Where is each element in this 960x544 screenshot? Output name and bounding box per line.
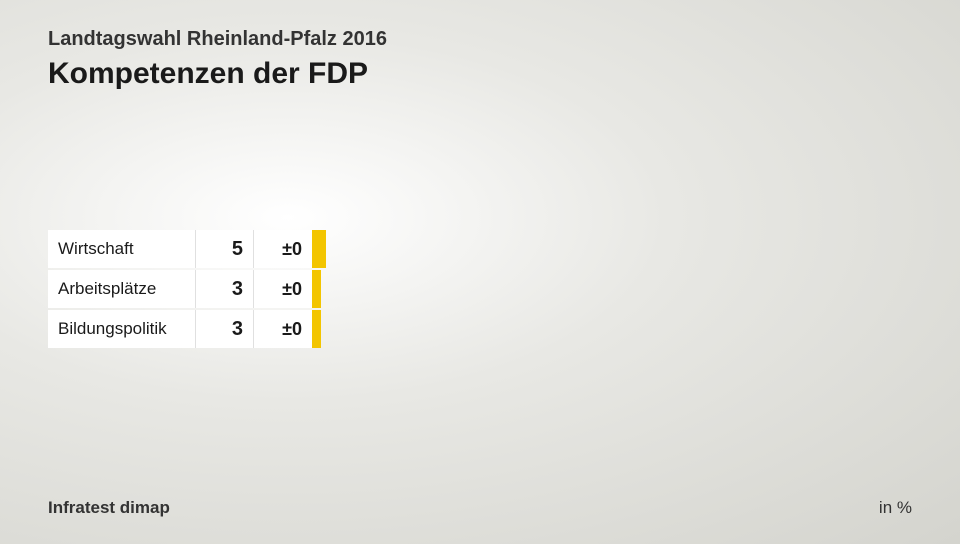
row-label: Wirtschaft xyxy=(48,230,196,268)
chart-row: Arbeitsplätze 3 ±0 xyxy=(48,270,326,308)
bar xyxy=(312,230,326,268)
row-change: ±0 xyxy=(254,230,312,268)
row-value: 5 xyxy=(196,230,254,268)
row-label: Bildungspolitik xyxy=(48,310,196,348)
bar-cell xyxy=(312,230,326,268)
row-label: Arbeitsplätze xyxy=(48,270,196,308)
row-change: ±0 xyxy=(254,270,312,308)
chart-row: Bildungspolitik 3 ±0 xyxy=(48,310,326,348)
unit-label: in % xyxy=(879,498,912,518)
chart-row: Wirtschaft 5 ±0 xyxy=(48,230,326,268)
row-value: 3 xyxy=(196,310,254,348)
footer: Infratest dimap in % xyxy=(48,498,912,518)
source-label: Infratest dimap xyxy=(48,498,170,518)
bar xyxy=(312,270,321,308)
chart-area: Wirtschaft 5 ±0 Arbeitsplätze 3 ±0 Bildu… xyxy=(48,230,326,350)
page-title: Kompetenzen der FDP xyxy=(48,57,960,91)
row-change: ±0 xyxy=(254,310,312,348)
bar-cell xyxy=(312,310,321,348)
row-value: 3 xyxy=(196,270,254,308)
header: Landtagswahl Rheinland-Pfalz 2016 Kompet… xyxy=(0,0,960,91)
subtitle: Landtagswahl Rheinland-Pfalz 2016 xyxy=(48,28,960,51)
bar xyxy=(312,310,321,348)
bar-cell xyxy=(312,270,321,308)
